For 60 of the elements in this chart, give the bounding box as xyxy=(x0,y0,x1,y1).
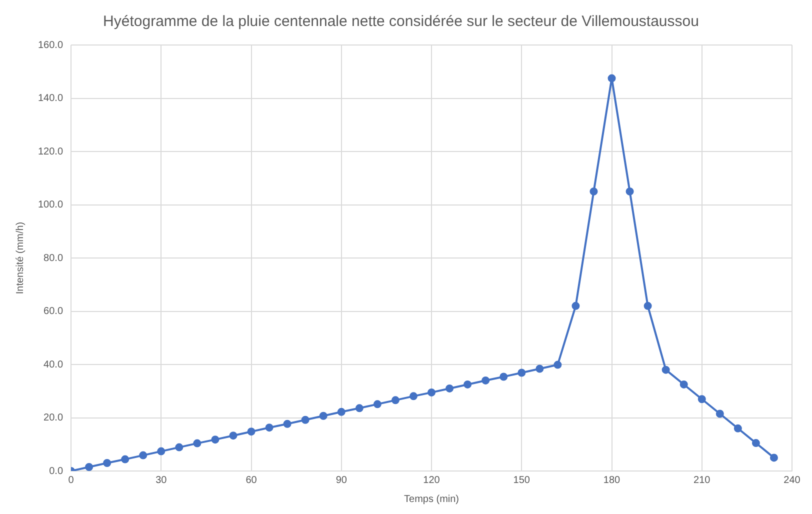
y-axis-title: Intensité (mm/h) xyxy=(14,222,26,294)
y-tick-label: 60.0 xyxy=(44,306,64,317)
point xyxy=(211,436,220,444)
point xyxy=(626,187,634,196)
x-tick-label: 150 xyxy=(513,474,530,486)
point xyxy=(680,380,688,388)
point xyxy=(698,395,706,404)
point xyxy=(428,388,436,396)
y-tick-label: 80.0 xyxy=(44,252,64,264)
point xyxy=(301,416,310,424)
x-axis-title: Temps (min) xyxy=(404,494,460,505)
point xyxy=(572,302,580,310)
point xyxy=(409,392,418,400)
point xyxy=(590,187,598,196)
point xyxy=(662,366,670,374)
point xyxy=(103,459,112,468)
point xyxy=(518,368,526,377)
x-tick-label: 180 xyxy=(603,474,621,486)
point xyxy=(446,384,454,392)
y-tick-label: 40.0 xyxy=(44,359,64,370)
x-tick-label: 240 xyxy=(784,474,801,486)
point xyxy=(734,424,742,432)
point xyxy=(247,428,256,436)
point xyxy=(464,380,472,388)
point xyxy=(554,360,562,369)
point xyxy=(121,455,130,464)
y-tick-label: 0.0 xyxy=(49,466,64,477)
point xyxy=(337,408,346,416)
chart-title: Hyétogramme de la pluie centennale nette considérée sur le secteur de Villemoustaussou xyxy=(103,13,699,30)
point xyxy=(752,439,760,448)
x-tick-label: 0 xyxy=(68,474,74,486)
y-tick-label: 20.0 xyxy=(44,412,64,424)
point xyxy=(716,410,724,418)
point xyxy=(770,454,778,462)
point xyxy=(139,451,148,460)
y-tick-label: 140.0 xyxy=(38,93,64,104)
point xyxy=(319,412,328,420)
y-tick-label: 100.0 xyxy=(38,200,64,210)
point xyxy=(536,364,544,373)
point xyxy=(482,376,490,384)
x-tick-label: 30 xyxy=(156,474,168,486)
point xyxy=(229,432,238,440)
x-tick-label: 60 xyxy=(246,474,258,486)
point xyxy=(85,463,94,471)
point xyxy=(265,424,274,432)
y-tick-label: 120.0 xyxy=(38,146,64,158)
point xyxy=(500,372,508,381)
x-tick-label: 120 xyxy=(423,474,440,486)
point xyxy=(391,396,400,404)
x-tick-label: 210 xyxy=(694,474,711,486)
point xyxy=(373,400,382,408)
point xyxy=(608,74,616,82)
y-tick-label: 160.0 xyxy=(38,40,64,51)
point xyxy=(193,439,202,448)
point xyxy=(644,302,652,310)
point xyxy=(157,447,166,456)
x-tick-label: 90 xyxy=(336,474,348,486)
point xyxy=(175,443,184,452)
point xyxy=(283,420,292,428)
point xyxy=(355,404,364,412)
